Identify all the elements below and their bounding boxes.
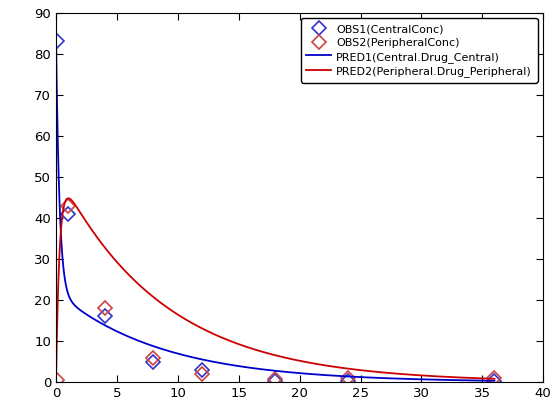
OBS2(PeripheralConc) bbox=[199, 371, 206, 376]
PRED2(Peripheral.Drug_Peripheral) bbox=[240, 343, 246, 348]
PRED2(Peripheral.Drug_Peripheral) bbox=[129, 276, 136, 281]
OBS2(PeripheralConc) bbox=[272, 376, 279, 381]
PRED1(Central.Drug_Central) bbox=[221, 361, 227, 366]
PRED2(Peripheral.Drug_Peripheral) bbox=[103, 247, 110, 252]
OBS1(CentralConc) bbox=[199, 368, 206, 373]
PRED2(Peripheral.Drug_Peripheral) bbox=[436, 374, 442, 379]
OBS2(PeripheralConc) bbox=[54, 378, 60, 383]
OBS2(PeripheralConc) bbox=[65, 203, 72, 208]
PRED2(Peripheral.Drug_Peripheral) bbox=[483, 376, 489, 381]
Line: OBS2(PeripheralConc): OBS2(PeripheralConc) bbox=[52, 201, 500, 385]
PRED2(Peripheral.Drug_Peripheral) bbox=[491, 376, 498, 381]
Legend: OBS1(CentralConc), OBS2(PeripheralConc), PRED1(Central.Drug_Central), PRED2(Peri: OBS1(CentralConc), OBS2(PeripheralConc),… bbox=[301, 18, 538, 82]
PRED1(Central.Drug_Central) bbox=[483, 378, 489, 383]
Line: PRED1(Central.Drug_Central): PRED1(Central.Drug_Central) bbox=[56, 37, 494, 381]
OBS2(PeripheralConc) bbox=[491, 375, 498, 381]
PRED2(Peripheral.Drug_Peripheral) bbox=[221, 336, 228, 341]
PRED1(Central.Drug_Central) bbox=[53, 35, 59, 40]
OBS1(CentralConc) bbox=[101, 314, 108, 319]
OBS1(CentralConc) bbox=[491, 378, 498, 383]
PRED1(Central.Drug_Central) bbox=[491, 378, 498, 383]
OBS2(PeripheralConc) bbox=[345, 375, 352, 381]
OBS2(PeripheralConc) bbox=[101, 306, 108, 311]
Line: OBS1(CentralConc): OBS1(CentralConc) bbox=[52, 37, 500, 386]
OBS1(CentralConc) bbox=[272, 378, 279, 383]
Line: PRED2(Peripheral.Drug_Peripheral): PRED2(Peripheral.Drug_Peripheral) bbox=[56, 198, 494, 382]
PRED1(Central.Drug_Central) bbox=[129, 336, 136, 341]
PRED2(Peripheral.Drug_Peripheral) bbox=[53, 380, 59, 385]
OBS1(CentralConc) bbox=[65, 211, 72, 216]
OBS2(PeripheralConc) bbox=[150, 355, 157, 360]
OBS1(CentralConc) bbox=[54, 39, 60, 44]
OBS1(CentralConc) bbox=[345, 378, 352, 383]
PRED1(Central.Drug_Central) bbox=[435, 377, 442, 382]
PRED1(Central.Drug_Central) bbox=[102, 323, 109, 328]
OBS1(CentralConc) bbox=[150, 359, 157, 364]
PRED1(Central.Drug_Central) bbox=[240, 364, 246, 369]
PRED2(Peripheral.Drug_Peripheral) bbox=[65, 196, 72, 201]
